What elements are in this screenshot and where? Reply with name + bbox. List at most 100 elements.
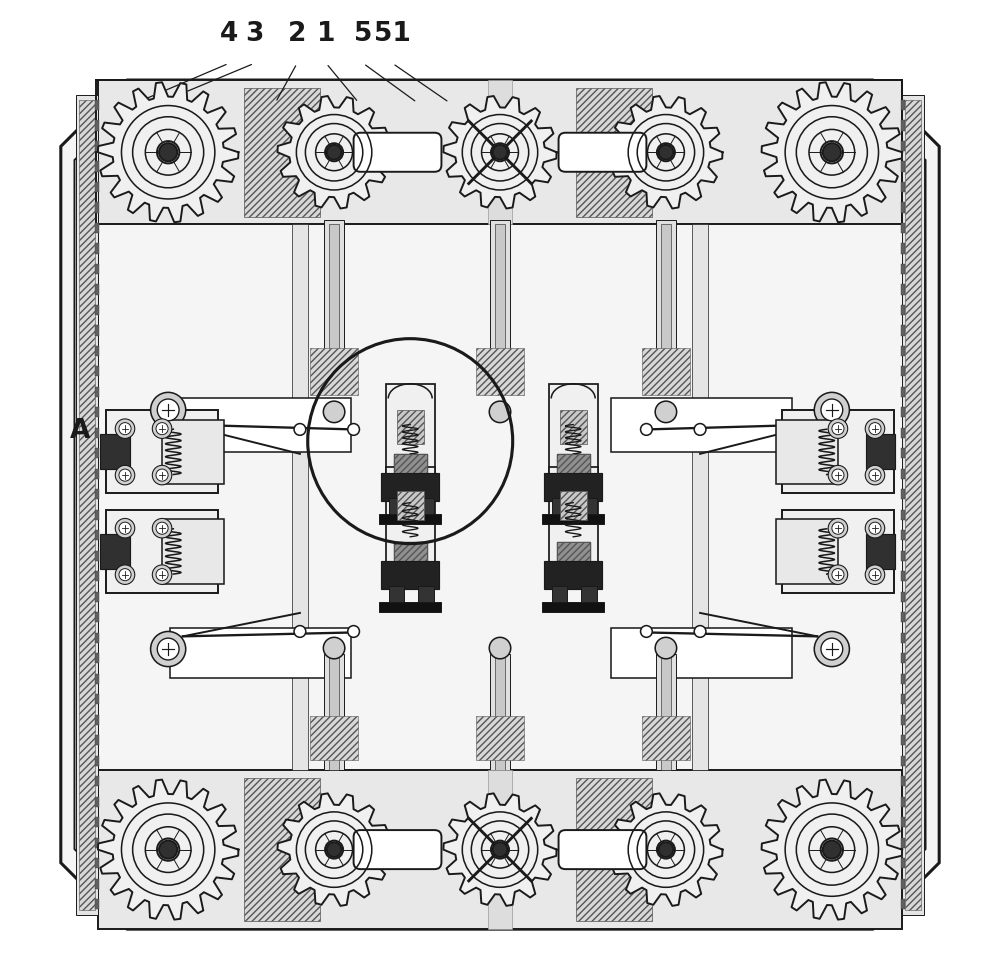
Circle shape — [119, 522, 131, 534]
Bar — [901, 735, 905, 746]
Bar — [495, 224, 505, 351]
Bar — [476, 716, 524, 760]
Bar — [901, 264, 905, 274]
Bar — [782, 509, 894, 592]
Bar — [324, 220, 344, 351]
Circle shape — [814, 631, 849, 667]
Bar — [394, 454, 427, 473]
Bar — [495, 654, 505, 770]
Text: 2: 2 — [288, 21, 306, 47]
Bar — [901, 366, 905, 377]
Bar — [381, 473, 439, 501]
Circle shape — [832, 569, 844, 581]
Bar — [394, 542, 427, 561]
Bar — [901, 386, 905, 397]
Bar — [776, 420, 838, 484]
Bar — [901, 878, 905, 889]
Bar — [95, 284, 99, 295]
Polygon shape — [443, 96, 557, 209]
Circle shape — [659, 144, 673, 160]
Circle shape — [156, 522, 168, 534]
Circle shape — [832, 522, 844, 534]
Bar — [901, 427, 905, 438]
Circle shape — [489, 637, 511, 659]
Bar — [95, 120, 99, 131]
Circle shape — [119, 469, 131, 481]
Bar — [611, 398, 792, 452]
Circle shape — [119, 423, 131, 434]
Circle shape — [821, 638, 843, 660]
Bar — [901, 858, 905, 869]
Bar — [557, 542, 590, 561]
Circle shape — [865, 518, 885, 538]
Polygon shape — [609, 96, 723, 209]
Bar — [901, 489, 905, 500]
Circle shape — [159, 143, 177, 161]
Bar — [642, 348, 690, 395]
Bar — [901, 161, 905, 172]
Bar — [394, 454, 427, 473]
Circle shape — [869, 522, 881, 534]
Bar — [901, 141, 905, 151]
Circle shape — [152, 466, 172, 485]
Bar — [901, 653, 905, 664]
Bar — [95, 591, 99, 602]
Bar — [901, 182, 905, 192]
Circle shape — [865, 565, 885, 585]
Bar — [576, 778, 652, 921]
Bar — [95, 653, 99, 664]
Bar — [901, 837, 905, 848]
Bar — [95, 612, 99, 623]
Bar — [866, 434, 895, 469]
Circle shape — [641, 626, 652, 637]
Circle shape — [493, 144, 507, 160]
Bar — [901, 796, 905, 807]
Bar — [901, 100, 905, 110]
Circle shape — [327, 144, 341, 160]
Bar — [95, 837, 99, 848]
Bar — [661, 654, 671, 770]
Polygon shape — [277, 793, 391, 906]
Bar — [418, 498, 434, 517]
Bar — [95, 305, 99, 315]
Bar — [692, 224, 708, 770]
Circle shape — [152, 419, 172, 438]
Polygon shape — [609, 793, 723, 906]
Bar — [386, 384, 435, 496]
Bar — [95, 858, 99, 869]
Polygon shape — [98, 82, 238, 223]
Circle shape — [641, 424, 652, 435]
Polygon shape — [98, 780, 238, 919]
Circle shape — [828, 518, 848, 538]
Bar — [95, 489, 99, 500]
Bar — [76, 95, 98, 915]
Circle shape — [869, 423, 881, 434]
Polygon shape — [443, 793, 557, 906]
Bar — [901, 817, 905, 828]
FancyBboxPatch shape — [559, 830, 646, 869]
Bar — [560, 410, 587, 444]
Bar — [901, 612, 905, 623]
Bar — [560, 491, 587, 520]
Bar — [901, 509, 905, 520]
Bar — [902, 95, 924, 915]
Bar — [389, 498, 404, 517]
Circle shape — [156, 469, 168, 481]
Bar — [901, 755, 905, 766]
Circle shape — [294, 424, 306, 435]
Bar — [542, 602, 604, 612]
Bar — [95, 346, 99, 356]
Bar — [656, 220, 676, 351]
Circle shape — [323, 401, 345, 423]
Circle shape — [115, 518, 135, 538]
Circle shape — [157, 399, 179, 421]
Circle shape — [348, 626, 359, 637]
Bar — [901, 776, 905, 787]
Bar — [162, 420, 224, 484]
Text: 51: 51 — [374, 21, 411, 47]
Circle shape — [151, 392, 186, 427]
Bar — [95, 100, 99, 110]
Bar — [394, 542, 427, 561]
Bar — [901, 202, 905, 213]
Circle shape — [828, 565, 848, 585]
